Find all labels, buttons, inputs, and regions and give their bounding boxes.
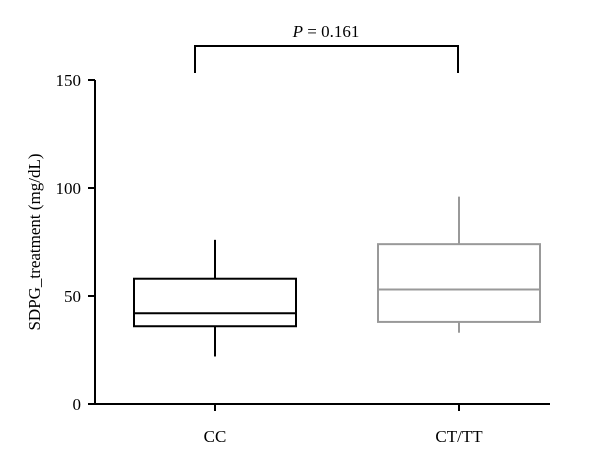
y-tick-label: 0 [73, 395, 82, 414]
iqr-box [133, 277, 297, 328]
box-cc [133, 239, 297, 357]
y-tick-label: 50 [64, 287, 81, 306]
y-axis-title: SDPG_treatment (mg/dL) [25, 153, 44, 330]
p-value-label: P = 0.161 [292, 22, 360, 41]
p-symbol: P [292, 22, 303, 41]
p-value: = 0.161 [303, 22, 359, 41]
y-tick-label: 100 [56, 179, 82, 198]
y-tick-label: 150 [56, 71, 82, 90]
boxes [133, 196, 541, 357]
x-ticks: CC CT/TT [204, 404, 483, 446]
y-ticks: 0 50 100 150 [56, 71, 95, 414]
x-tick-label: CT/TT [435, 427, 483, 446]
bracket-line [194, 45, 459, 73]
box-ct-tt [377, 196, 541, 333]
iqr-box [377, 243, 541, 323]
x-tick-label: CC [204, 427, 227, 446]
significance-bracket: P = 0.161 [194, 22, 459, 73]
